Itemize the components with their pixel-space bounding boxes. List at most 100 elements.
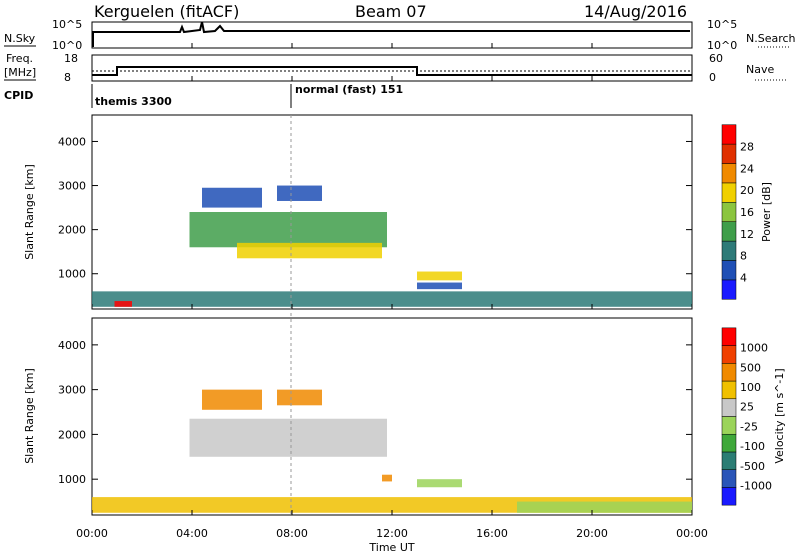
velocity-colorbar-tick-label: -25 (740, 420, 758, 433)
power-echo-region (189, 212, 387, 248)
nsearch-label: N.Search (746, 32, 796, 45)
time-axis-ticks: 00:00 04:00 08:00 12:00 16:00 20:00 00:00 (76, 43, 708, 540)
velocity-colorbar-tick-label: -500 (740, 460, 765, 473)
power-ytick-label: 3000 (58, 180, 86, 193)
velocity-y-ticks: 1000 2000 3000 4000 (58, 339, 692, 486)
nave-label: Nave (746, 63, 774, 76)
power-echo-region (417, 271, 462, 281)
velocity-colorbar-tick-label: 25 (740, 401, 754, 414)
time-tick-label: 04:00 (176, 527, 208, 540)
velocity-colorbar-swatch (721, 363, 737, 382)
time-tick-label: 12:00 (376, 527, 408, 540)
velocity-echo-region (277, 389, 322, 406)
power-colorbar-swatch (721, 163, 737, 184)
power-colorbar-swatch (721, 143, 737, 164)
nave-tick-top: 60 (709, 52, 723, 65)
power-colorbar-swatch (721, 260, 737, 281)
velocity-ytick-label: 2000 (58, 428, 86, 441)
freq-tick-bottom: 8 (64, 71, 71, 84)
velocity-colorbar-tick-label: 500 (740, 361, 761, 374)
power-colorbar-tick-label: 8 (740, 250, 747, 263)
velocity-colorbar: 1000 500 100 25 -25 -100 -500 -1000 (721, 327, 772, 506)
velocity-ytick-label: 1000 (58, 473, 86, 486)
power-echo-region (237, 242, 382, 259)
power-colorbar-swatch (721, 240, 737, 261)
power-echo-cells (92, 185, 692, 307)
velocity-echo-region (202, 389, 262, 410)
velocity-echo-region (417, 479, 462, 488)
freq-label-line1: Freq. (6, 52, 33, 65)
velocity-colorbar-tick-label: 100 (740, 381, 761, 394)
velocity-colorbar-swatch (721, 327, 737, 346)
power-colorbar-tick-label: 20 (740, 184, 754, 197)
power-echo-region (114, 301, 132, 307)
power-ylabel: Slant Range [km] (23, 164, 36, 260)
power-colorbar: 4 8 12 16 20 24 28 (721, 124, 754, 300)
velocity-colorbar-swatch (721, 345, 737, 364)
freq-tick-top: 18 (64, 52, 78, 65)
velocity-echo-region (189, 418, 387, 457)
nsearch-tick-bottom: 10^0 (707, 39, 737, 52)
velocity-echo-cells (92, 389, 692, 513)
power-colorbar-swatch (721, 124, 737, 145)
freq-trace (92, 66, 692, 76)
cpid-label: CPID (4, 89, 33, 102)
velocity-ytick-label: 4000 (58, 339, 86, 352)
velocity-colorbar-swatch (721, 380, 737, 400)
velocity-ylabel: Slant Range [km] (23, 368, 36, 464)
power-echo-region (417, 282, 462, 290)
velocity-colorbar-swatch (721, 416, 737, 435)
velocity-colorbar-label: Velocity [m s^-1] (773, 368, 786, 463)
power-echo-region (202, 187, 262, 208)
station-title: Kerguelen (fitACF) (94, 2, 239, 21)
time-tick-label: 16:00 (476, 527, 508, 540)
nsky-trace (92, 21, 690, 47)
velocity-ytick-label: 3000 (58, 384, 86, 397)
velocity-colorbar-swatch (721, 469, 737, 488)
velocity-colorbar-tick-label: 1000 (740, 342, 768, 355)
velocity-colorbar-swatch (721, 433, 737, 453)
nsearch-tick-top: 10^5 (707, 18, 737, 31)
power-colorbar-tick-label: 16 (740, 206, 754, 219)
velocity-panel-frame (91, 317, 693, 516)
date-title: 14/Aug/2016 (584, 2, 687, 21)
nsky-tick-bottom: 10^0 (52, 39, 82, 52)
power-panel: 1000 2000 3000 4000 Slant Range [km] 4 8 12 16… (23, 114, 773, 310)
power-echo-region (277, 185, 322, 201)
velocity-colorbar-swatch (721, 487, 737, 506)
velocity-colorbar-tick-label: -1000 (740, 479, 772, 492)
cpid-mode-normal: normal (fast) 151 (295, 83, 403, 96)
velocity-colorbar-swatch (721, 398, 737, 417)
power-colorbar-label: Power [dB] (760, 182, 773, 242)
power-colorbar-tick-label: 4 (740, 271, 747, 284)
power-colorbar-tick-label: 24 (740, 162, 754, 175)
power-ytick-label: 1000 (58, 268, 86, 281)
power-y-ticks: 1000 2000 3000 4000 (58, 135, 692, 281)
power-colorbar-swatch (721, 221, 737, 242)
beam-title: Beam 07 (355, 2, 427, 21)
velocity-echo-region (382, 474, 392, 482)
nave-tick-bottom: 0 (709, 71, 716, 84)
freq-label-line2: [MHz] (4, 66, 36, 79)
velocity-colorbar-tick-label: -100 (740, 440, 765, 453)
power-echo-region (92, 291, 692, 307)
power-ytick-label: 4000 (58, 135, 86, 148)
cpid-mode-themis: themis 3300 (95, 95, 172, 108)
power-colorbar-swatch (721, 182, 737, 203)
power-colorbar-tick-label: 12 (740, 228, 754, 241)
power-colorbar-tick-label: 28 (740, 141, 754, 154)
time-tick-label: 00:00 (76, 527, 108, 540)
time-tick-label: 20:00 (576, 527, 608, 540)
power-colorbar-swatch (721, 279, 737, 300)
power-ytick-label: 2000 (58, 224, 86, 237)
velocity-panel: 1000 2000 3000 4000 Slant Range [km] 1000 50… (23, 317, 786, 516)
nsky-tick-top: 10^5 (52, 18, 82, 31)
velocity-colorbar-swatch (721, 451, 737, 470)
power-panel-frame (91, 114, 693, 310)
time-tick-label: 08:00 (276, 527, 308, 540)
power-colorbar-swatch (721, 202, 737, 222)
time-tick-label: 00:00 (676, 527, 708, 540)
nsky-label: N.Sky (4, 32, 36, 45)
velocity-echo-region (517, 501, 692, 513)
